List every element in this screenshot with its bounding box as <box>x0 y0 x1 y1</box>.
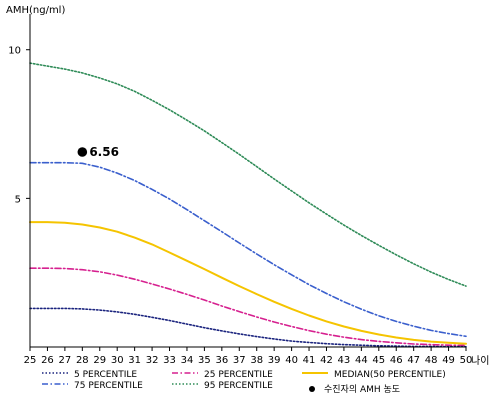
x-tick-label: 40 <box>285 355 298 366</box>
x-tick-label: 42 <box>320 355 333 366</box>
x-tick-label: 43 <box>338 355 351 366</box>
x-tick-label: 48 <box>425 355 438 366</box>
x-tick-label: 49 <box>442 355 455 366</box>
x-tick-label: 26 <box>41 355 54 366</box>
legend-label-p95: 95 PERCENTILE <box>204 381 273 391</box>
x-tick-label: 27 <box>59 355 72 366</box>
y-tick-label: 5 <box>15 194 21 205</box>
x-tick-label: 33 <box>163 355 176 366</box>
x-tick-label: 47 <box>407 355 420 366</box>
legend-label-p25: 25 PERCENTILE <box>204 370 273 380</box>
x-tick-label: 45 <box>372 355 385 366</box>
x-tick-label: 50 <box>460 355 473 366</box>
y-axis-title: AMH(ng/ml) <box>6 5 65 16</box>
legend-label-p50: MEDIAN(50 PERCENTILE) <box>334 370 446 380</box>
legend-label-p75: 75 PERCENTILE <box>74 381 143 391</box>
x-tick-label: 46 <box>390 355 403 366</box>
x-tick-label: 41 <box>303 355 316 366</box>
x-tick-label: 30 <box>111 355 124 366</box>
x-tick-label: 38 <box>250 355 263 366</box>
x-tick-label: 32 <box>146 355 159 366</box>
series-line-p50 <box>29 221 467 345</box>
legend-label-point: 수진자의 AMH 농도 <box>324 384 400 395</box>
x-tick-label: 31 <box>128 355 141 366</box>
series-line-p95 <box>29 62 467 287</box>
series-line-p75 <box>29 161 467 338</box>
x-tick-label: 29 <box>93 355 106 366</box>
legend-label-p5: 5 PERCENTILE <box>74 370 137 380</box>
x-tick-label: 35 <box>198 355 211 366</box>
series-line-p5 <box>29 307 467 348</box>
x-tick-label: 36 <box>215 355 228 366</box>
y-tick-label: 10 <box>8 46 21 57</box>
x-axis-title: 나이 <box>471 355 489 367</box>
patient-point <box>77 147 88 157</box>
x-tick-label: 44 <box>355 355 368 366</box>
legend-swatch-point <box>309 386 315 392</box>
x-tick-label: 34 <box>181 355 194 366</box>
patient-point-label: 6.56 <box>89 145 119 159</box>
x-tick-label: 39 <box>268 355 281 366</box>
x-tick-label: 37 <box>233 355 246 366</box>
series-line-p25 <box>29 267 467 347</box>
x-tick-label: 25 <box>24 355 37 366</box>
x-tick-label: 28 <box>76 355 89 366</box>
